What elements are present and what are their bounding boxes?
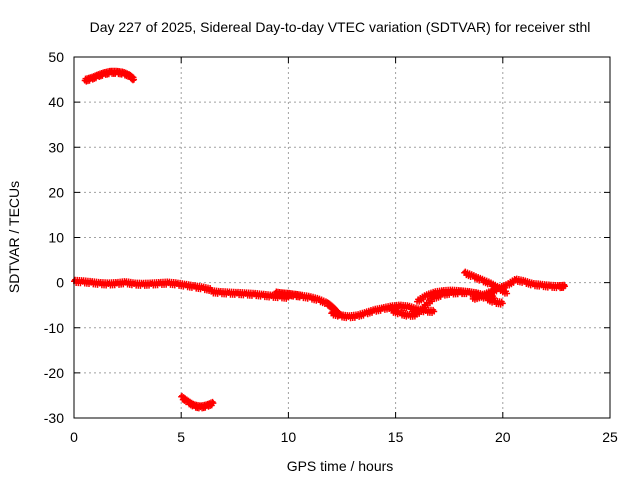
x-tick-label: 15 — [388, 429, 404, 445]
y-tick-label: 50 — [48, 49, 64, 65]
data-point-fill — [209, 398, 216, 405]
data-point-fill — [420, 306, 427, 313]
y-tick-label: 10 — [48, 230, 64, 246]
y-tick-label: 20 — [48, 184, 64, 200]
data-point — [561, 283, 568, 290]
y-axis-label: SDTVAR / TECUs — [6, 181, 22, 293]
chart-title: Day 227 of 2025, Sidereal Day-to-day VTE… — [90, 19, 591, 35]
series-main-8 — [469, 275, 568, 303]
y-tick-label: 0 — [56, 275, 64, 291]
axis-ticks: 0 5 10 15 20 25 -30 -20 -10 0 10 20 30 40 50 — [44, 49, 618, 445]
x-tick-label: 20 — [495, 429, 511, 445]
x-axis-label: GPS time / hours — [287, 458, 394, 474]
plot-frame — [73, 56, 611, 419]
x-tick-label: 5 — [177, 429, 185, 445]
series-arc-high — [81, 67, 138, 85]
series-arc-low — [178, 392, 217, 412]
data-point — [210, 400, 217, 407]
y-tick-label: 40 — [48, 94, 64, 110]
data-point-fill — [429, 298, 436, 305]
data-points — [71, 67, 568, 412]
x-tick-label: 25 — [602, 429, 618, 445]
y-tick-label: -10 — [44, 320, 64, 336]
data-point — [504, 290, 511, 297]
y-tick-label: -20 — [44, 365, 64, 381]
series-main-3 — [272, 288, 343, 319]
grid — [74, 57, 610, 418]
x-tick-label: 10 — [281, 429, 297, 445]
x-tick-label: 0 — [70, 429, 78, 445]
data-point — [131, 76, 138, 83]
y-tick-label: -30 — [44, 410, 64, 426]
series-main-6 — [414, 286, 506, 308]
data-point — [499, 300, 506, 307]
series-main-2 — [208, 287, 292, 302]
y-tick-label: 30 — [48, 139, 64, 155]
series-main-1 — [71, 276, 215, 294]
data-point — [431, 308, 438, 315]
